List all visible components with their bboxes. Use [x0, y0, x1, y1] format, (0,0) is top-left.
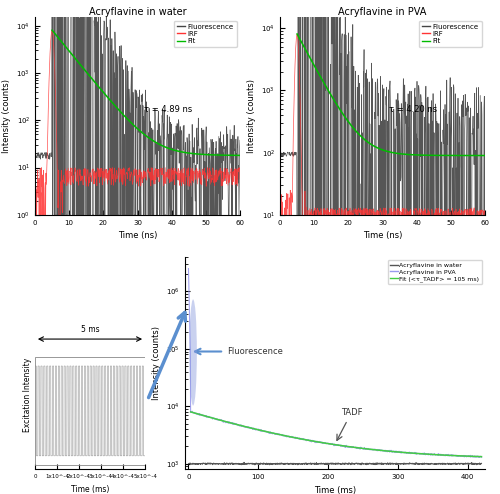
Legend: Fluorescence, IRF, Fit: Fluorescence, IRF, Fit — [174, 21, 236, 47]
Title: Acryflavine in water: Acryflavine in water — [88, 6, 186, 16]
X-axis label: Time (ms): Time (ms) — [71, 485, 109, 494]
Text: 5 ms: 5 ms — [80, 325, 100, 334]
Y-axis label: Intensity (counts): Intensity (counts) — [152, 326, 161, 400]
Text: Fluorescence: Fluorescence — [195, 347, 282, 356]
X-axis label: Time (ms): Time (ms) — [314, 486, 356, 494]
Text: τ = 4.20 ns: τ = 4.20 ns — [388, 105, 437, 114]
Y-axis label: Intensity (counts): Intensity (counts) — [2, 79, 11, 153]
Title: Acryflavine in PVA: Acryflavine in PVA — [338, 6, 426, 16]
Y-axis label: Intensity (counts): Intensity (counts) — [247, 79, 256, 153]
X-axis label: Time (ns): Time (ns) — [118, 231, 157, 240]
X-axis label: Time (ns): Time (ns) — [363, 231, 402, 240]
Y-axis label: Excitation Intensity: Excitation Intensity — [23, 358, 32, 432]
Text: τ = 4.89 ns: τ = 4.89 ns — [144, 105, 192, 114]
Legend: Fluorescence, IRF, Fit: Fluorescence, IRF, Fit — [418, 21, 482, 47]
Text: TADF: TADF — [337, 408, 362, 440]
Legend: Acryflavine in water, Acryflavine in PVA, Fit (<τ_TADF> = 105 ms): Acryflavine in water, Acryflavine in PVA… — [388, 260, 482, 285]
Ellipse shape — [190, 299, 197, 406]
